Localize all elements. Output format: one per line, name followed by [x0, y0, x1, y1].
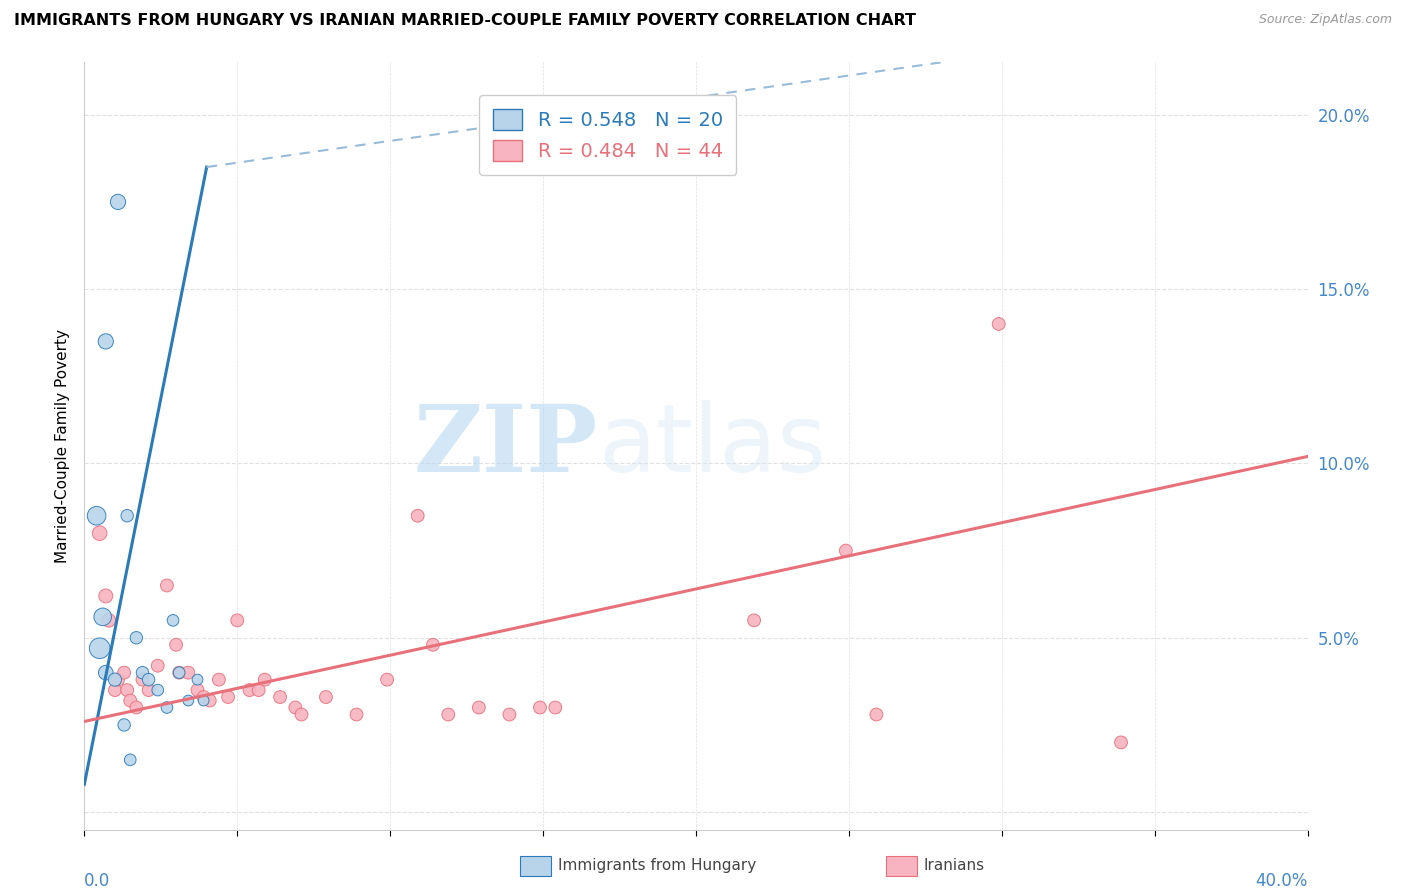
Point: [422, 638, 444, 652]
Point: [120, 693, 142, 707]
Point: [835, 543, 858, 558]
Point: [498, 707, 520, 722]
Point: [269, 690, 291, 704]
Point: [107, 673, 129, 687]
Point: [226, 613, 249, 627]
Point: [104, 673, 127, 687]
Point: [104, 683, 127, 698]
Point: [94, 334, 117, 349]
Point: [94, 589, 117, 603]
Point: [987, 317, 1010, 331]
Point: [115, 683, 138, 698]
Point: [468, 700, 491, 714]
Point: [315, 690, 337, 704]
Point: [217, 690, 239, 704]
Point: [120, 753, 142, 767]
Point: [125, 700, 148, 714]
Point: [131, 673, 153, 687]
Text: 40.0%: 40.0%: [1256, 871, 1308, 889]
Text: Iranians: Iranians: [924, 858, 984, 872]
Point: [162, 613, 184, 627]
Point: [742, 613, 765, 627]
Point: [193, 690, 215, 704]
Text: Immigrants from Hungary: Immigrants from Hungary: [558, 858, 756, 872]
Point: [247, 683, 270, 698]
Point: [125, 631, 148, 645]
Point: [97, 613, 120, 627]
Point: [138, 673, 160, 687]
Text: atlas: atlas: [598, 400, 827, 492]
Point: [146, 658, 169, 673]
Point: [186, 683, 208, 698]
Point: [167, 665, 190, 680]
Point: [165, 638, 187, 652]
Text: ZIP: ZIP: [413, 401, 598, 491]
Point: [91, 610, 114, 624]
Point: [146, 683, 169, 698]
Point: [131, 665, 153, 680]
Text: 0.0: 0.0: [84, 871, 111, 889]
Point: [107, 194, 129, 209]
Y-axis label: Married-Couple Family Poverty: Married-Couple Family Poverty: [55, 329, 70, 563]
Point: [346, 707, 368, 722]
Point: [865, 707, 887, 722]
Point: [636, 160, 658, 174]
Point: [156, 578, 179, 592]
Text: IMMIGRANTS FROM HUNGARY VS IRANIAN MARRIED-COUPLE FAMILY POVERTY CORRELATION CHA: IMMIGRANTS FROM HUNGARY VS IRANIAN MARRI…: [14, 13, 917, 29]
Point: [112, 665, 135, 680]
Point: [89, 526, 111, 541]
Point: [86, 508, 108, 523]
Point: [437, 707, 460, 722]
Point: [544, 700, 567, 714]
Legend: R = 0.548   N = 20, R = 0.484   N = 44: R = 0.548 N = 20, R = 0.484 N = 44: [479, 95, 737, 175]
Point: [89, 641, 111, 656]
Point: [177, 693, 200, 707]
Point: [238, 683, 260, 698]
Point: [193, 693, 215, 707]
Point: [138, 683, 160, 698]
Point: [208, 673, 231, 687]
Point: [167, 665, 190, 680]
Text: Source: ZipAtlas.com: Source: ZipAtlas.com: [1258, 13, 1392, 27]
Point: [198, 693, 221, 707]
Point: [253, 673, 276, 687]
Point: [406, 508, 429, 523]
Point: [186, 673, 208, 687]
Point: [529, 700, 551, 714]
Point: [115, 508, 138, 523]
Point: [1109, 735, 1132, 749]
Point: [94, 665, 117, 680]
Point: [156, 700, 179, 714]
Point: [284, 700, 307, 714]
Point: [177, 665, 200, 680]
Point: [290, 707, 312, 722]
Point: [375, 673, 398, 687]
Point: [112, 718, 135, 732]
